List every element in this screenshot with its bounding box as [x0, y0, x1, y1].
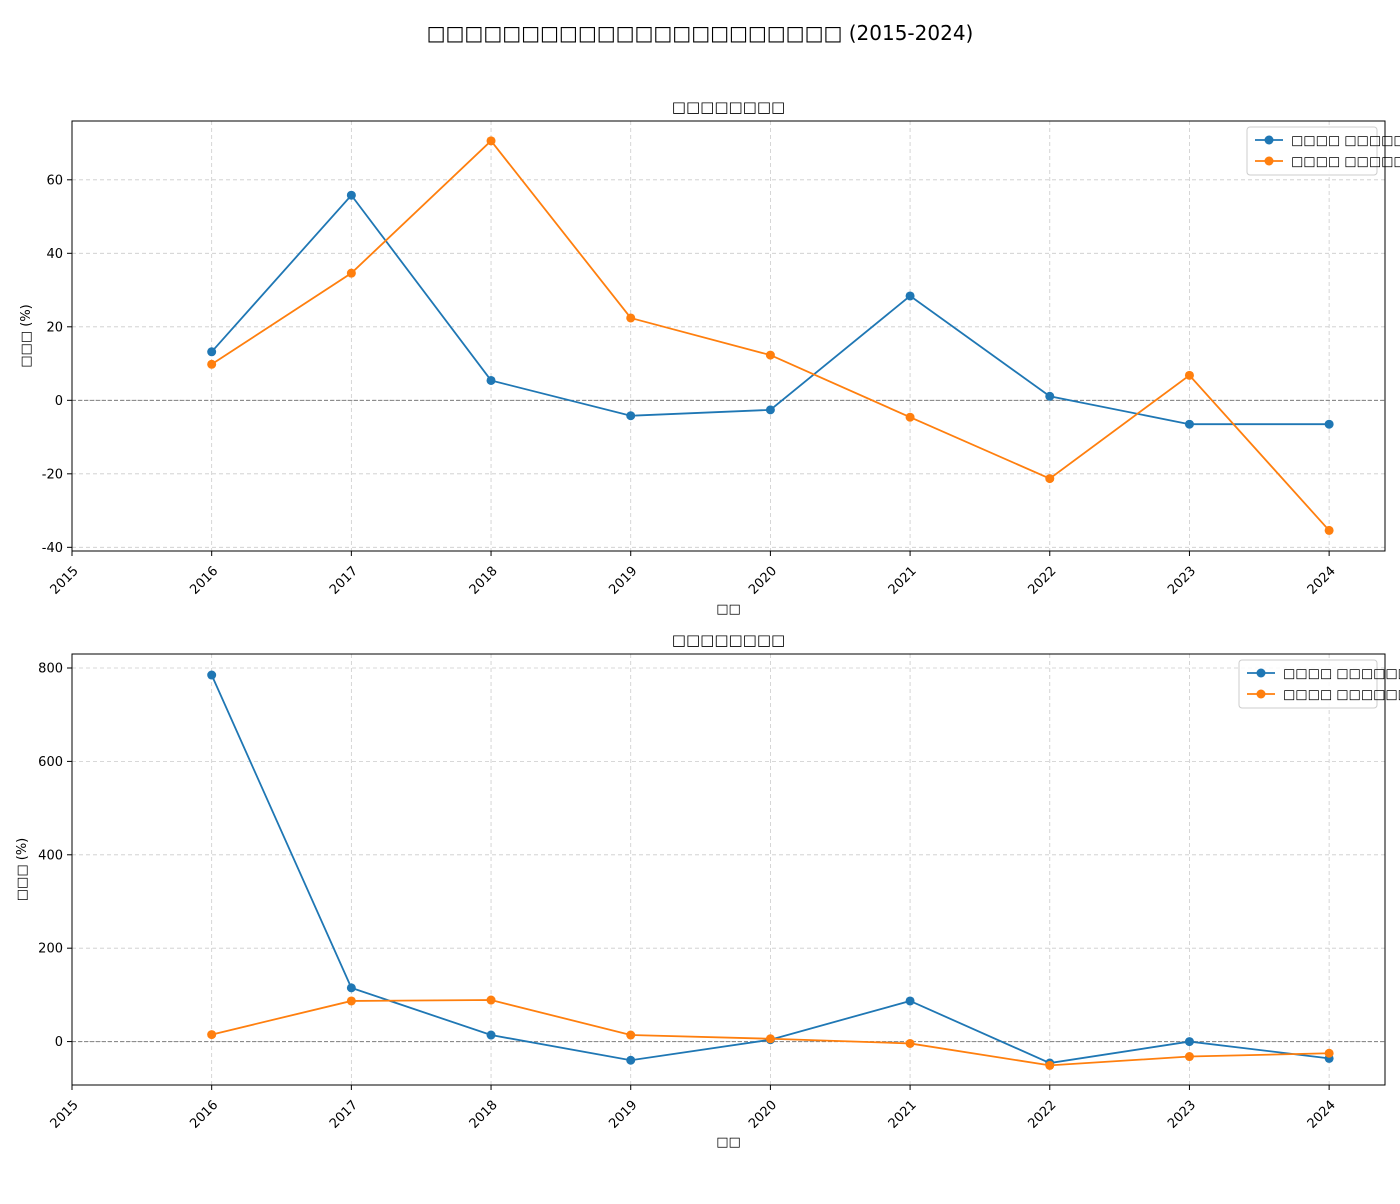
series-1-point — [346, 190, 356, 200]
series-1-point — [346, 983, 356, 993]
chart-bottom: 2015 2016 2017 2018 2019 2020 2021 2022 2023 2024… — [15, 631, 1400, 1150]
series-2-point — [207, 1030, 217, 1040]
x-tick-label: 2017 — [327, 564, 361, 598]
series-1-point — [207, 347, 217, 357]
x-tick-label: 2020 — [746, 1098, 780, 1132]
series-2-point — [1045, 1060, 1055, 1070]
legend-label: □□□□ □□□□□□ — [1283, 667, 1400, 682]
x-tick-label: 2020 — [746, 564, 780, 598]
series-1-point — [486, 1030, 496, 1040]
series-2-point — [486, 995, 496, 1005]
series-1-point — [905, 996, 915, 1006]
x-tick-label: 2024 — [1305, 564, 1339, 598]
series-1-point — [1184, 1037, 1194, 1047]
legend-box — [1238, 659, 1378, 709]
y-axis-label: □□□ (%) — [15, 838, 30, 901]
legend-swatch-marker — [1256, 668, 1266, 678]
x-tick-label: 2019 — [606, 1098, 640, 1132]
series-2-point — [1324, 525, 1334, 535]
x-tick-label: 2016 — [187, 1098, 221, 1132]
y-tick-label: 60 — [46, 173, 63, 188]
series-2-point — [626, 313, 636, 323]
legend: □□□□ □□□□□□ □□□□ □□□□□□ — [1238, 659, 1400, 709]
series-1-point — [1184, 419, 1194, 429]
x-tick-label: 2023 — [1165, 1098, 1199, 1132]
y-tick-label: 800 — [38, 662, 63, 677]
series-1-point — [1324, 419, 1334, 429]
chart-title: □□□□□□□□ — [672, 98, 785, 116]
series-2-point — [346, 996, 356, 1006]
series-1-point — [765, 405, 775, 415]
x-tick-label: 2015 — [48, 564, 82, 598]
series-2-point — [1184, 370, 1194, 380]
x-tick-label: 2018 — [467, 564, 501, 598]
series-2-point — [765, 350, 775, 360]
y-tick-label: 0 — [55, 394, 63, 409]
x-tick-label: 2024 — [1305, 1098, 1339, 1132]
series-1-point — [207, 670, 217, 680]
x-tick-label: 2018 — [467, 1098, 501, 1132]
legend: □□□□ □□□□□ □□□□ □□□□□ — [1246, 126, 1400, 176]
x-tick-label: 2021 — [886, 1098, 920, 1132]
y-tick-label: 600 — [38, 755, 63, 770]
series-1-point — [1045, 391, 1055, 401]
series-2-point — [905, 1038, 915, 1048]
y-tick-label: 0 — [55, 1035, 63, 1050]
legend-label: □□□□ □□□□□ — [1291, 155, 1400, 170]
x-tick-label: 2019 — [606, 564, 640, 598]
x-tick-label: 2016 — [187, 564, 221, 598]
series-2-point — [1045, 474, 1055, 484]
y-axis-label: □□□ (%) — [19, 304, 34, 367]
legend-swatch-marker — [1264, 156, 1274, 166]
y-tick-label: 20 — [46, 320, 63, 335]
legend-label: □□□□ □□□□□□ — [1283, 688, 1400, 703]
plot-frame — [71, 653, 1386, 1086]
legend-label: □□□□ □□□□□ — [1291, 134, 1400, 149]
series-2-point — [1324, 1048, 1334, 1058]
series-2-point — [346, 268, 356, 278]
x-tick-label: 2022 — [1025, 1098, 1059, 1132]
legend-swatch-marker — [1264, 135, 1274, 145]
y-tick-label: 40 — [46, 247, 63, 262]
series-2-point — [765, 1034, 775, 1044]
y-tick-label: 200 — [38, 942, 63, 957]
series-2-point — [626, 1030, 636, 1040]
legend-swatch-marker — [1256, 689, 1266, 699]
y-tick-label: 400 — [38, 848, 63, 863]
chart-title: □□□□□□□□ — [672, 631, 785, 649]
x-axis-label: □□ — [716, 602, 741, 617]
y-tick-label: -40 — [42, 541, 63, 556]
figure-title: □□□□□□□□□□□□□□□□□□□□□□ (2015-2024) — [427, 21, 974, 45]
y-tick-label: -20 — [42, 467, 63, 482]
x-tick-label: 2017 — [327, 1098, 361, 1132]
legend-box — [1246, 126, 1378, 176]
x-tick-label: 2023 — [1165, 564, 1199, 598]
series-2-point — [207, 359, 217, 369]
series-1-point — [626, 1055, 636, 1065]
chart-top: 2015 2016 2017 2018 2019 2020 2021 2022 2023 2024… — [19, 98, 1400, 617]
x-tick-label: 2022 — [1025, 564, 1059, 598]
plot-frame — [71, 120, 1386, 552]
series-2-point — [905, 412, 915, 422]
series-1-point — [626, 411, 636, 421]
series-2-point — [486, 136, 496, 146]
x-tick-label: 2015 — [48, 1098, 82, 1132]
series-1-point — [905, 291, 915, 301]
x-tick-label: 2021 — [886, 564, 920, 598]
series-1-point — [486, 375, 496, 385]
x-axis-label: □□ — [716, 1135, 741, 1150]
series-2-point — [1184, 1052, 1194, 1062]
